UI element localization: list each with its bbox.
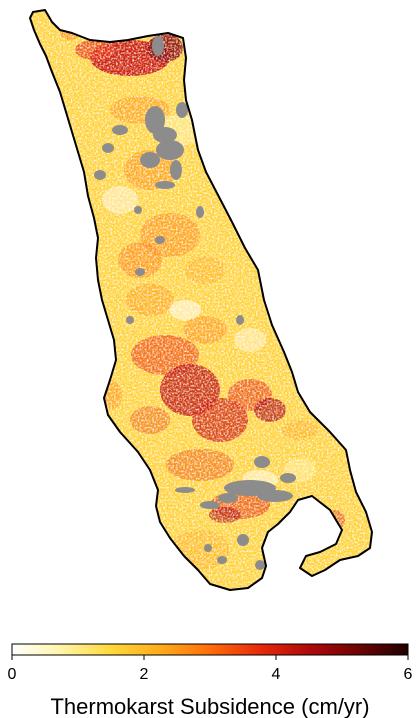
nodata-patch-14 (135, 268, 145, 276)
colorbar-ticks: 0 2 4 6 (8, 655, 413, 683)
nodata-patch-25 (217, 556, 227, 564)
nodata-patch-10 (155, 181, 175, 189)
study-area-outline (29, 9, 373, 591)
nodata-patch-16 (236, 315, 244, 325)
nodata-patch-6 (102, 143, 114, 153)
nodata-patch-9 (170, 160, 182, 180)
colorbar-tick-label-0: 0 (8, 666, 17, 683)
nodata-patch-23 (175, 487, 195, 493)
colorbar-title: Thermokarst Subsidence (cm/yr) (50, 694, 369, 718)
colorbar-ramp (11, 643, 409, 656)
nodata-patch-1 (145, 106, 165, 134)
nodata-patch-11 (134, 206, 142, 214)
nodata-patch-17 (254, 456, 270, 468)
nodata-patch-7 (94, 170, 106, 180)
nodata-patch-13 (155, 236, 165, 244)
nodata-patch-22 (280, 473, 296, 483)
nodata-patch-19 (257, 490, 293, 502)
nodata-patch-2 (153, 127, 177, 143)
nodata-patch-12 (196, 206, 204, 218)
colorbar-tick-label-2: 4 (272, 666, 281, 683)
nodata-patch-4 (140, 152, 160, 168)
nodata-patch-15 (126, 316, 134, 324)
colorbar-tick-label-1: 2 (140, 666, 149, 683)
colorbar-tick-label-3: 6 (404, 666, 413, 683)
nodata-patches (94, 36, 296, 570)
nodata-patch-27 (255, 560, 265, 570)
nodata-patch-5 (112, 125, 128, 135)
speckle-texture (30, 10, 372, 590)
study-area (29, 9, 373, 591)
nodata-patch-26 (204, 544, 212, 552)
nodata-patch-20 (218, 493, 238, 503)
nodata-patch-24 (237, 534, 249, 546)
nodata-patch-3 (156, 140, 184, 160)
colorbar: 0 2 4 6 Thermokarst Subsidence (cm/yr) (8, 643, 413, 718)
nodata-patch-8 (176, 102, 188, 118)
nodata-patch-21 (200, 501, 220, 509)
nodata-patch-0 (152, 36, 164, 56)
